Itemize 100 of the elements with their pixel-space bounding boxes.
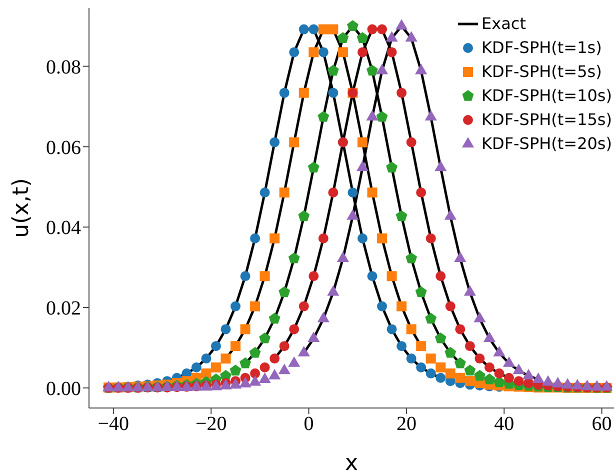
point bbox=[494, 376, 505, 388]
point bbox=[270, 354, 280, 364]
point bbox=[484, 373, 496, 384]
point bbox=[308, 24, 319, 34]
legend-label: KDF-SPH(t=10s) bbox=[482, 85, 612, 107]
point bbox=[210, 341, 221, 352]
point bbox=[396, 301, 407, 312]
point bbox=[367, 188, 378, 198]
point bbox=[356, 160, 369, 172]
point bbox=[386, 162, 398, 172]
point bbox=[436, 362, 446, 372]
point bbox=[260, 271, 270, 282]
point bbox=[445, 368, 456, 378]
point bbox=[415, 286, 427, 298]
point bbox=[230, 364, 242, 376]
point bbox=[240, 357, 251, 368]
point bbox=[220, 324, 231, 334]
point bbox=[455, 372, 466, 383]
point bbox=[396, 341, 407, 352]
point bbox=[347, 20, 358, 31]
legend-label: KDF-SPH(t=5s) bbox=[482, 61, 602, 83]
point bbox=[406, 354, 416, 364]
x-axis-title: x bbox=[344, 451, 358, 472]
point bbox=[298, 88, 309, 98]
point bbox=[386, 31, 398, 42]
point bbox=[298, 210, 310, 222]
point bbox=[494, 368, 504, 378]
point bbox=[464, 376, 475, 386]
point bbox=[396, 88, 407, 98]
point bbox=[484, 362, 494, 372]
point bbox=[279, 341, 290, 352]
point bbox=[405, 31, 418, 42]
point bbox=[396, 210, 408, 222]
point bbox=[357, 233, 368, 244]
point bbox=[240, 324, 250, 334]
point bbox=[337, 32, 349, 44]
point bbox=[278, 364, 290, 374]
y-tick-label: 0.08 bbox=[46, 56, 81, 78]
point bbox=[562, 378, 574, 389]
point bbox=[249, 346, 261, 358]
point bbox=[366, 64, 378, 76]
legend-label: KDF-SPH(t=20s) bbox=[482, 133, 612, 155]
point bbox=[289, 324, 300, 334]
point bbox=[308, 47, 319, 58]
point bbox=[464, 285, 476, 296]
point bbox=[308, 162, 320, 172]
point bbox=[376, 64, 388, 74]
point bbox=[356, 32, 368, 44]
x-tick-label: 0 bbox=[304, 413, 314, 436]
y-tick-label: 0.02 bbox=[46, 298, 81, 320]
y-tick-label: 0.04 bbox=[46, 217, 81, 240]
point bbox=[278, 286, 290, 298]
point bbox=[454, 357, 466, 368]
point bbox=[229, 378, 242, 389]
point bbox=[406, 137, 416, 148]
point bbox=[318, 47, 328, 58]
point bbox=[328, 88, 338, 98]
point bbox=[240, 271, 250, 282]
point bbox=[434, 160, 447, 172]
point bbox=[426, 354, 436, 364]
point bbox=[250, 368, 260, 378]
point bbox=[327, 64, 339, 76]
point bbox=[250, 301, 260, 312]
y-axis-title: u(x,t) bbox=[8, 178, 34, 238]
point bbox=[230, 301, 241, 312]
point bbox=[406, 252, 418, 264]
point bbox=[376, 110, 388, 122]
point bbox=[367, 271, 378, 282]
point bbox=[386, 47, 397, 58]
point bbox=[298, 24, 309, 34]
point bbox=[328, 24, 338, 34]
point bbox=[444, 346, 456, 358]
point bbox=[395, 19, 408, 30]
point bbox=[260, 188, 270, 198]
legend-label: KDF-SPH(t=15s) bbox=[482, 109, 612, 131]
point bbox=[426, 233, 436, 244]
point bbox=[455, 324, 466, 334]
point bbox=[270, 137, 280, 148]
point bbox=[416, 188, 426, 198]
point bbox=[318, 110, 330, 122]
point bbox=[406, 324, 416, 334]
point bbox=[386, 271, 397, 282]
point bbox=[367, 24, 378, 34]
point bbox=[474, 370, 486, 381]
y-tick-label: 0.00 bbox=[46, 378, 81, 400]
point bbox=[318, 233, 328, 244]
point bbox=[357, 47, 368, 58]
point bbox=[279, 88, 290, 98]
point bbox=[201, 354, 212, 364]
point bbox=[201, 368, 212, 378]
point bbox=[512, 364, 525, 374]
point bbox=[386, 324, 397, 334]
point bbox=[288, 252, 300, 264]
point bbox=[425, 312, 437, 324]
point bbox=[357, 137, 368, 148]
point bbox=[464, 364, 476, 376]
point bbox=[298, 301, 309, 312]
point bbox=[504, 372, 514, 383]
point bbox=[426, 368, 436, 378]
point bbox=[474, 354, 485, 364]
